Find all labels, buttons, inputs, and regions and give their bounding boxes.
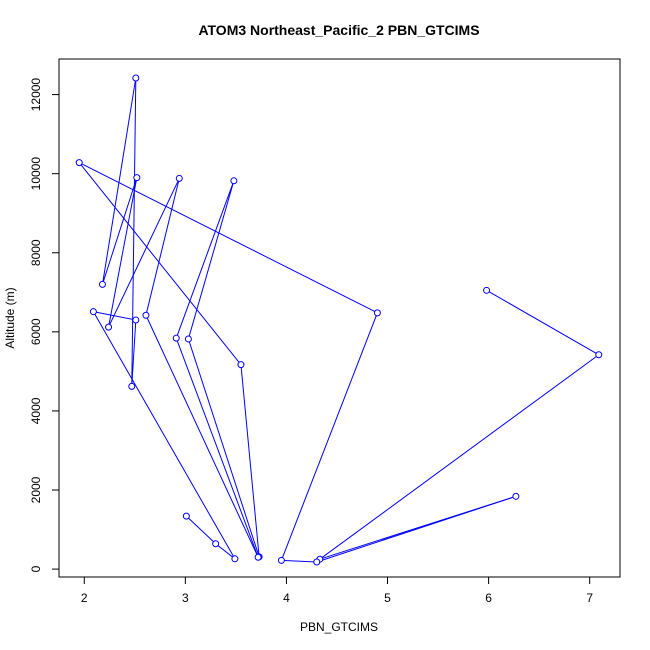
data-point (373, 309, 381, 317)
series-segment (131, 319, 137, 387)
series-segment (101, 177, 138, 285)
data-point (142, 311, 150, 319)
y-tick-label: 6000 (29, 318, 43, 345)
series-points (75, 74, 603, 566)
data-point (184, 335, 192, 343)
y-tick-label: 0 (29, 565, 43, 572)
series-segment (486, 289, 600, 356)
series-segment (78, 162, 242, 365)
data-point (483, 286, 491, 294)
data-point (182, 512, 190, 520)
data-point (75, 159, 83, 167)
series-segment (187, 180, 235, 340)
data-point (132, 316, 140, 324)
y-tick-label: 10000 (29, 157, 43, 191)
series-segment (145, 178, 180, 316)
data-point (595, 351, 603, 359)
series-segment (101, 77, 137, 285)
x-tick-label: 2 (81, 591, 88, 605)
series-segment (215, 543, 236, 560)
x-tick-label: 7 (586, 591, 593, 605)
data-point (172, 334, 180, 342)
data-point (105, 323, 113, 331)
x-axis: 2 3 4 5 6 7 (81, 576, 593, 605)
series-segment (316, 495, 517, 563)
y-tick-label: 4000 (29, 397, 43, 424)
data-point (231, 555, 239, 563)
series-segment (78, 162, 378, 314)
data-point (98, 280, 106, 288)
y-axis-label: Altitude (m) (3, 287, 17, 348)
series-segment (280, 312, 378, 561)
x-tick-label: 4 (283, 591, 290, 605)
data-point (175, 174, 183, 182)
x-tick-label: 5 (384, 591, 391, 605)
data-point (212, 540, 220, 548)
data-point (89, 308, 97, 316)
series-segment (108, 178, 180, 328)
series-segment (240, 364, 260, 557)
series-segment (92, 311, 236, 560)
series-segment (108, 177, 138, 328)
series-lines (78, 77, 600, 563)
series-segment (145, 315, 259, 558)
y-tick-label: 2000 (29, 476, 43, 503)
y-tick-label: 8000 (29, 239, 43, 266)
x-tick-label: 3 (182, 591, 189, 605)
data-point (230, 177, 238, 185)
x-axis-label: PBN_GTCIMS (300, 620, 378, 634)
y-axis: 0 2000 4000 6000 8000 10000 12000 (29, 78, 60, 572)
data-point (133, 174, 141, 182)
series-segment (175, 337, 259, 558)
series-segment (186, 515, 217, 545)
data-point (237, 361, 245, 369)
chart-title: ATOM3 Northeast_Pacific_2 PBN_GTCIMS (198, 22, 479, 38)
series-segment (187, 338, 260, 557)
series-segment (131, 77, 137, 387)
data-point (277, 556, 285, 564)
data-point (254, 553, 262, 561)
plot-frame (58, 58, 621, 578)
data-point (128, 382, 136, 390)
series-segment (281, 559, 317, 563)
series-segment (175, 180, 235, 339)
series-segment (93, 311, 136, 321)
data-point (313, 558, 321, 566)
data-point (132, 74, 140, 82)
data-point (512, 492, 520, 500)
x-tick-label: 6 (485, 591, 492, 605)
y-tick-label: 12000 (29, 78, 43, 112)
series-segment (319, 354, 600, 560)
